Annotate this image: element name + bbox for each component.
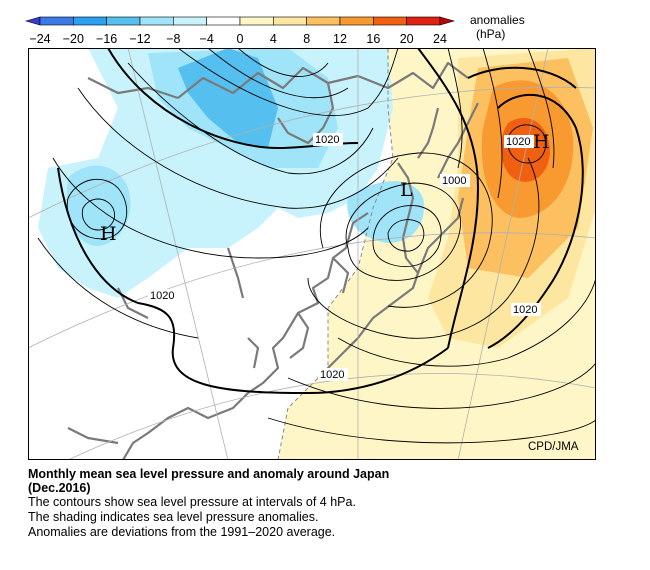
colorbar-box bbox=[273, 16, 307, 26]
contour-label: 1020 bbox=[150, 290, 174, 302]
isobars bbox=[37, 48, 596, 444]
colorbar-tick-label: −4 bbox=[200, 32, 214, 46]
contour-label: 1020 bbox=[513, 304, 537, 316]
colorbar-box bbox=[339, 16, 374, 26]
contour-label-bg bbox=[148, 289, 178, 302]
anomaly-negative-moderate-west bbox=[66, 165, 131, 246]
colorbar-box bbox=[139, 16, 174, 26]
contour-label-bg bbox=[511, 303, 541, 316]
colorbar-tick-label: −12 bbox=[129, 32, 150, 46]
legend-title: anomalies bbox=[470, 13, 525, 27]
contour-label-bg bbox=[318, 368, 348, 381]
map-credit: CPD/JMA bbox=[528, 441, 579, 453]
anomaly-negative-strong bbox=[178, 48, 278, 148]
caption-line-2: The shading indicates sea level pressure… bbox=[28, 510, 319, 524]
pressure-map: 1020 1020 1000 1020 1020 1020 H H L CPD/JMA bbox=[28, 48, 596, 460]
contour-label-bg bbox=[504, 135, 534, 148]
colorbar-box bbox=[173, 16, 207, 26]
colorbar-tick-label: −20 bbox=[63, 32, 84, 46]
coastlines bbox=[67, 61, 479, 460]
colorbar-tick-label: −16 bbox=[96, 32, 117, 46]
colorbar-high-arrow bbox=[439, 16, 456, 26]
caption-line-1: The contours show sea level pressure at … bbox=[28, 495, 356, 509]
contour-label: 1020 bbox=[315, 134, 339, 146]
colorbar-tick-label: 12 bbox=[333, 32, 347, 46]
colorbar-box bbox=[39, 16, 74, 26]
colorbar-tick-label: −8 bbox=[166, 32, 180, 46]
caption-line-3: Anomalies are deviations from the 1991–2… bbox=[28, 525, 336, 539]
anomaly-colorbar: −24 −20 −16 −12 −8 −4 0 4 8 12 16 20 24 anomalies (h… bbox=[24, 13, 525, 46]
colorbar-box bbox=[306, 16, 341, 26]
contour-label: 1020 bbox=[320, 369, 344, 381]
colorbar-tick-label: 4 bbox=[270, 32, 277, 46]
high-pressure-center-east: H bbox=[533, 131, 550, 153]
low-pressure-center: L bbox=[400, 179, 413, 201]
colorbar-tick-label: 20 bbox=[400, 32, 414, 46]
colorbar-box bbox=[406, 16, 441, 26]
contour-label: 1000 bbox=[442, 175, 466, 187]
colorbar-low-arrow bbox=[24, 16, 41, 26]
caption-title: Monthly mean sea level pressure and anom… bbox=[28, 467, 390, 481]
colorbar-tick-label: 8 bbox=[303, 32, 310, 46]
colorbar-box bbox=[239, 16, 274, 26]
colorbar-tick-label: 24 bbox=[433, 32, 447, 46]
colorbar-box bbox=[373, 16, 407, 26]
contour-label-bg bbox=[313, 133, 343, 146]
colorbar-tick-label: −24 bbox=[29, 32, 50, 46]
colorbar-tick-label: 0 bbox=[237, 32, 244, 46]
contour-label: 1020 bbox=[506, 136, 530, 148]
contour-label-bg bbox=[440, 174, 470, 187]
colorbar-box bbox=[106, 16, 141, 26]
high-pressure-center-west: H bbox=[100, 223, 117, 245]
caption-period: (Dec.2016) bbox=[28, 481, 91, 495]
colorbar-box bbox=[206, 16, 241, 26]
colorbar-tick-label: 16 bbox=[366, 32, 380, 46]
map-frame bbox=[28, 48, 596, 460]
legend-unit: (hPa) bbox=[476, 27, 505, 41]
colorbar-box bbox=[73, 16, 107, 26]
